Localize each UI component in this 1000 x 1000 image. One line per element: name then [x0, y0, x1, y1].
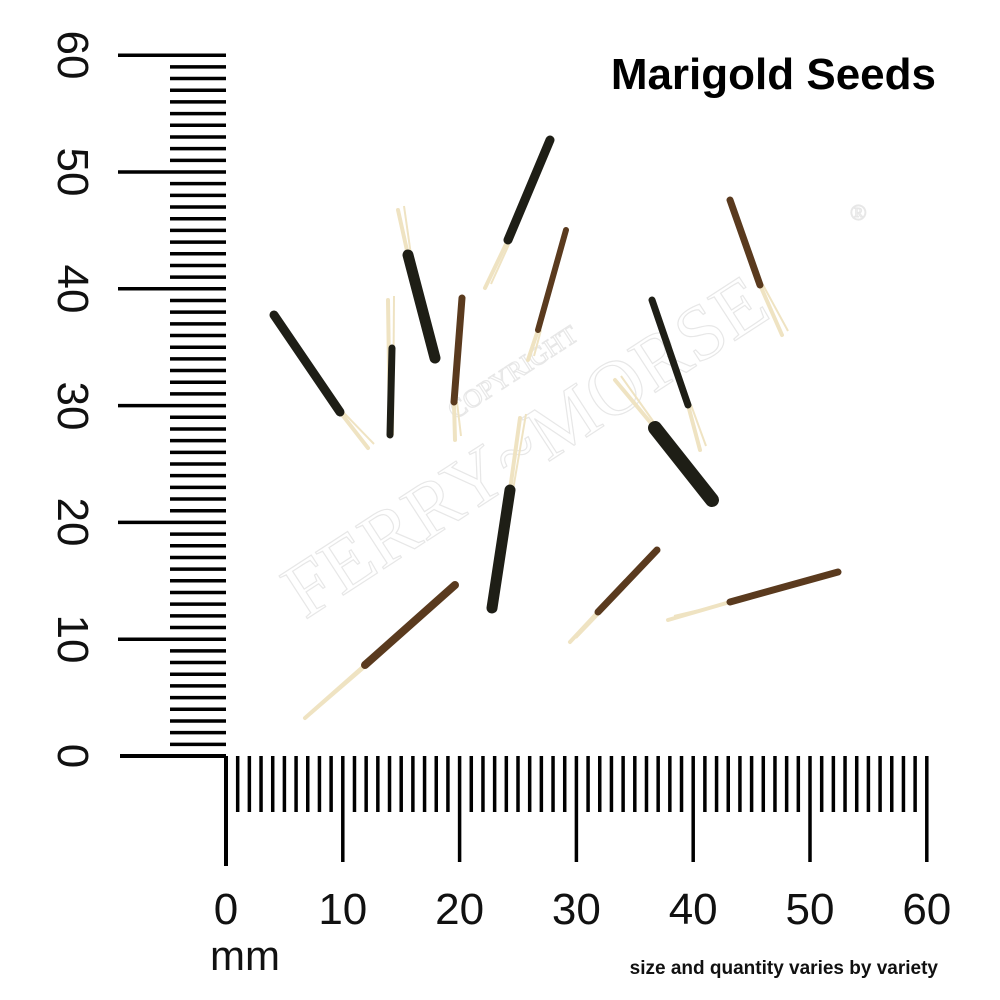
seed [666, 568, 842, 622]
x-tick-label: 50 [785, 885, 835, 934]
seed [269, 310, 375, 450]
seed [450, 294, 466, 442]
seed [526, 227, 569, 362]
x-tick-label: 40 [668, 885, 718, 934]
x-tick-label: 60 [902, 885, 952, 934]
ruler [118, 53, 929, 866]
x-tick-label: 10 [318, 885, 368, 934]
y-tick-label: 30 [48, 381, 97, 431]
y-tick-label: 10 [48, 614, 97, 664]
seed [386, 295, 396, 439]
seeds [269, 135, 842, 720]
y-tick-label: 50 [48, 147, 97, 197]
y-tick-label: 60 [48, 30, 97, 80]
seed [483, 135, 555, 290]
seed [648, 296, 707, 452]
seed [613, 375, 719, 507]
watermark-registered: ® [850, 200, 867, 225]
page-title: Marigold Seeds [610, 50, 936, 99]
y-tick-label: 0 [48, 743, 97, 769]
unit-label: mm [210, 932, 280, 979]
x-tick-label: 0 [213, 885, 239, 934]
seed [303, 581, 459, 720]
y-tick-label: 20 [48, 497, 97, 547]
seed [486, 413, 527, 614]
seed [568, 546, 661, 644]
x-tick-label: 20 [435, 885, 485, 934]
x-tick-label: 30 [551, 885, 601, 934]
watermark: COPYRIGHT FERRY~MORSE ® [266, 199, 867, 634]
seed [726, 196, 789, 337]
y-tick-label: 40 [48, 264, 97, 314]
seed [396, 205, 441, 364]
size-note: size and quantity varies by variety [629, 958, 938, 979]
